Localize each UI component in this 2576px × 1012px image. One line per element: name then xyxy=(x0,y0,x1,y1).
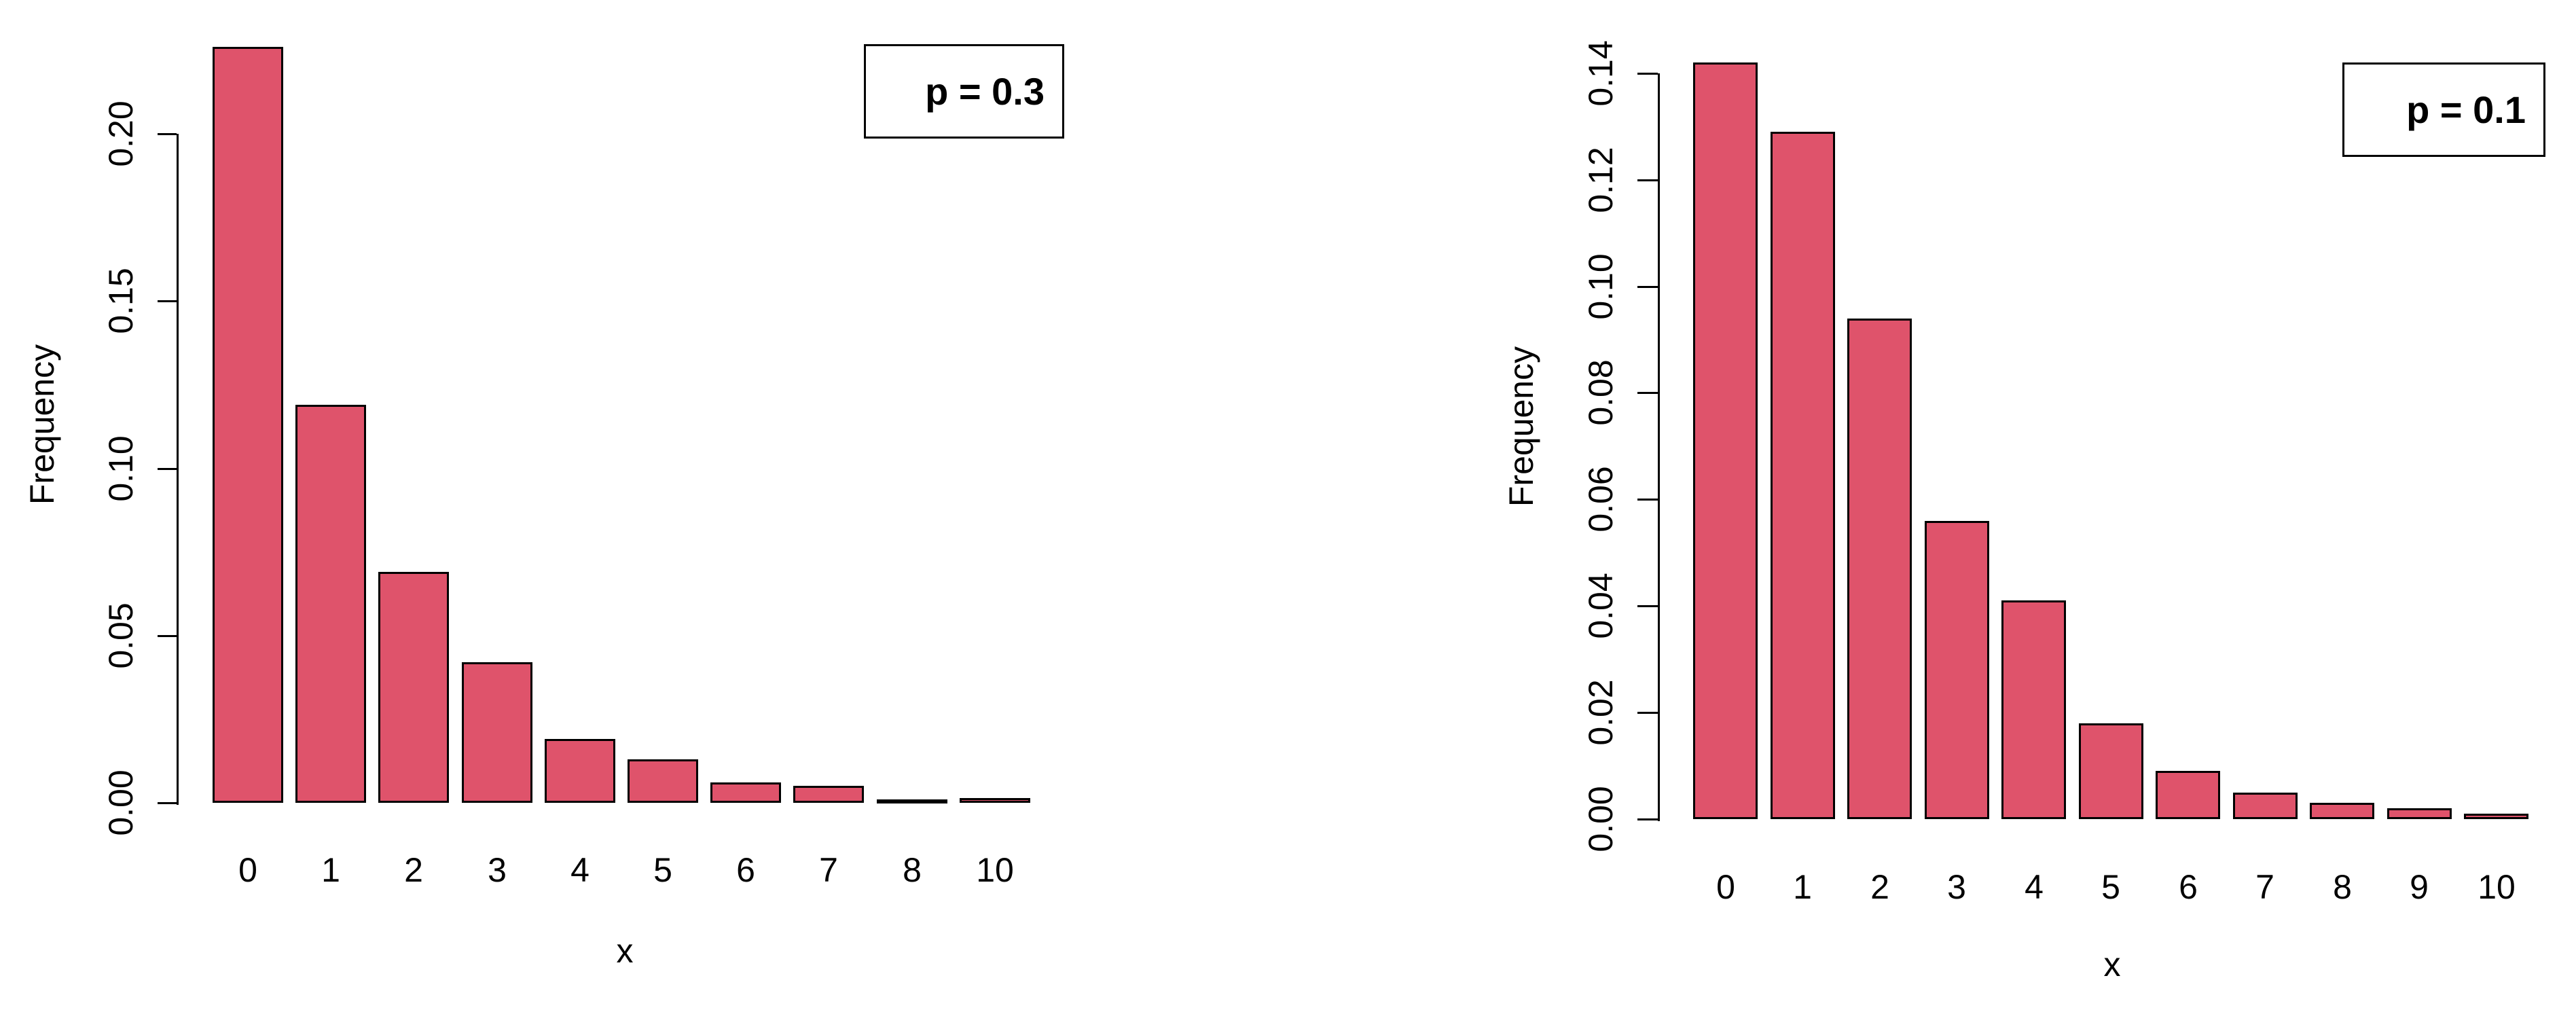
legend-label: p = 0.3 xyxy=(925,70,1045,113)
y-tick-mark xyxy=(1637,499,1658,501)
bar-x-2 xyxy=(378,572,449,803)
legend-label: p = 0.1 xyxy=(2406,88,2526,131)
x-tick-label: 8 xyxy=(903,851,922,889)
y-tick-label: 0.06 xyxy=(1582,466,1620,532)
x-tick-label: 3 xyxy=(1947,868,1966,906)
bar-x-7 xyxy=(793,786,864,803)
bar-x-1 xyxy=(295,404,366,803)
y-tick-mark xyxy=(1637,605,1658,608)
legend-box: p = 0.1 xyxy=(2342,62,2545,157)
y-tick-mark xyxy=(158,467,177,470)
x-tick-label: 7 xyxy=(2255,868,2274,906)
x-tick-label: 6 xyxy=(2179,868,2198,906)
y-tick-label: 0.14 xyxy=(1582,40,1620,107)
x-tick-label: 5 xyxy=(653,851,672,889)
bar-x-4 xyxy=(545,739,615,803)
bar-x-2 xyxy=(1847,318,1912,819)
bar-x-5 xyxy=(2079,723,2143,819)
bar-x-10 xyxy=(2464,814,2528,819)
x-tick-label: 7 xyxy=(819,851,838,889)
y-tick-mark xyxy=(1637,72,1658,75)
x-tick-label: 4 xyxy=(2025,868,2044,906)
bar-x-0 xyxy=(1693,62,1758,819)
bar-x-3 xyxy=(462,662,532,803)
bar-x-0 xyxy=(213,46,283,803)
y-tick-label: 0.00 xyxy=(1582,786,1620,852)
y-tick-mark xyxy=(1637,818,1658,820)
y-axis-line xyxy=(1658,73,1660,821)
x-tick-label: 4 xyxy=(570,851,589,889)
y-tick-label: 0.12 xyxy=(1582,146,1620,213)
bar-x-9 xyxy=(2387,808,2452,819)
y-tick-mark xyxy=(1637,179,1658,181)
x-tick-label: 10 xyxy=(976,851,1014,889)
y-axis-title: Frequency xyxy=(1502,346,1540,507)
x-tick-label: 10 xyxy=(2478,868,2516,906)
bar-x-6 xyxy=(710,782,781,803)
x-tick-label: 6 xyxy=(736,851,755,889)
x-tick-label: 1 xyxy=(321,851,340,889)
y-tick-mark xyxy=(158,802,177,804)
x-tick-label: 0 xyxy=(1716,868,1735,906)
x-tick-label: 1 xyxy=(1793,868,1812,906)
bar-x-10 xyxy=(960,797,1030,803)
y-tick-mark xyxy=(158,634,177,637)
y-tick-mark xyxy=(1637,392,1658,395)
x-tick-label: 2 xyxy=(404,851,423,889)
bar-x-5 xyxy=(628,759,698,803)
bar-x-7 xyxy=(2233,792,2298,819)
y-tick-mark xyxy=(158,300,177,303)
x-tick-label: 9 xyxy=(2410,868,2429,906)
bar-x-8 xyxy=(2310,803,2374,819)
x-tick-label: 2 xyxy=(1870,868,1889,906)
legend-box: p = 0.3 xyxy=(864,44,1064,139)
y-tick-label: 0.02 xyxy=(1582,679,1620,746)
bar-x-1 xyxy=(1771,131,1835,819)
y-tick-label: 0.10 xyxy=(1582,253,1620,320)
y-axis-line xyxy=(177,134,179,805)
y-tick-label: 0.08 xyxy=(1582,359,1620,427)
y-tick-label: 0.04 xyxy=(1582,573,1620,639)
bar-x-6 xyxy=(2156,771,2220,819)
y-tick-mark xyxy=(158,133,177,135)
x-tick-label: 5 xyxy=(2101,868,2120,906)
x-axis-title: x xyxy=(616,932,634,970)
x-tick-label: 0 xyxy=(238,851,257,889)
x-tick-label: 8 xyxy=(2333,868,2352,906)
bar-x-3 xyxy=(1925,520,1989,819)
x-axis-title: x xyxy=(2103,945,2121,983)
bar-x-4 xyxy=(2001,600,2066,819)
y-tick-mark xyxy=(1637,285,1658,288)
y-tick-mark xyxy=(1637,712,1658,715)
bar-x-8 xyxy=(877,799,947,804)
x-tick-label: 3 xyxy=(488,851,507,889)
